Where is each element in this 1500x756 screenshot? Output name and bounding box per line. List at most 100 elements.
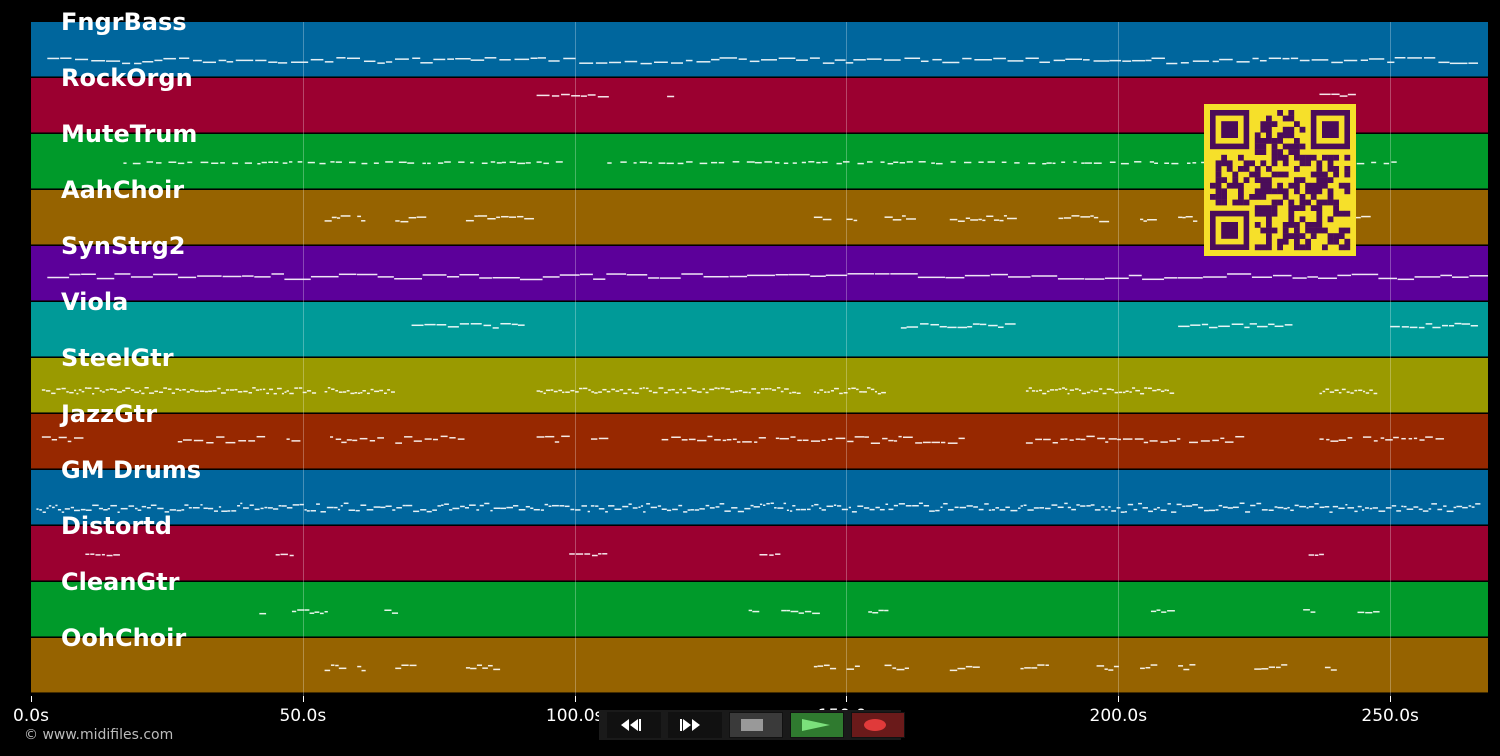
note-mark bbox=[255, 59, 267, 62]
track-label: JazzGtr bbox=[61, 400, 158, 428]
note-mark bbox=[696, 61, 711, 63]
note-mark bbox=[847, 273, 875, 275]
note-mark bbox=[1425, 323, 1433, 325]
track-jazzgtr[interactable]: JazzGtr bbox=[31, 400, 1488, 469]
note-mark bbox=[1437, 508, 1443, 511]
note-mark bbox=[853, 59, 866, 61]
note-mark bbox=[796, 392, 801, 394]
note-mark bbox=[73, 437, 84, 439]
note-mark bbox=[284, 278, 311, 281]
note-mark bbox=[709, 388, 715, 391]
note-mark bbox=[411, 324, 424, 327]
stop-button[interactable] bbox=[729, 712, 783, 738]
note-mark bbox=[297, 609, 305, 611]
note-mark bbox=[517, 215, 524, 218]
note-mark bbox=[459, 323, 469, 325]
note-mark bbox=[1187, 162, 1191, 164]
note-mark bbox=[1033, 507, 1039, 509]
note-mark bbox=[1468, 505, 1472, 507]
note-mark bbox=[648, 277, 660, 279]
track-oohchoir[interactable]: OohChoir bbox=[31, 624, 1488, 693]
note-mark bbox=[877, 392, 881, 395]
note-mark bbox=[736, 441, 741, 443]
track-steelgtr[interactable]: SteelGtr bbox=[31, 344, 1488, 413]
note-mark bbox=[679, 388, 682, 391]
note-mark bbox=[1046, 162, 1052, 164]
note-mark bbox=[92, 392, 95, 395]
note-mark bbox=[1185, 215, 1193, 218]
track-fngrbass[interactable]: FngrBass bbox=[31, 8, 1488, 77]
note-mark bbox=[464, 507, 470, 509]
note-mark bbox=[1222, 506, 1228, 508]
note-mark bbox=[999, 509, 1006, 511]
note-mark bbox=[1122, 391, 1126, 394]
note-mark bbox=[1027, 509, 1034, 511]
note-mark bbox=[1236, 61, 1250, 63]
note-mark bbox=[85, 553, 90, 556]
note-mark bbox=[1208, 326, 1218, 329]
note-mark bbox=[912, 505, 919, 507]
note-mark bbox=[1425, 436, 1433, 438]
note-mark bbox=[310, 510, 317, 512]
note-mark bbox=[823, 664, 830, 667]
note-mark bbox=[605, 511, 608, 513]
record-button[interactable] bbox=[851, 712, 905, 738]
note-mark bbox=[1161, 611, 1167, 613]
note-mark bbox=[705, 391, 709, 394]
track-gm-drums[interactable]: GM Drums bbox=[31, 456, 1488, 525]
note-mark bbox=[117, 511, 120, 513]
note-mark bbox=[500, 322, 511, 325]
track-cleangtr[interactable]: CleanGtr bbox=[31, 568, 1488, 637]
note-mark bbox=[1049, 389, 1055, 391]
note-mark bbox=[484, 502, 490, 505]
note-mark bbox=[1319, 553, 1324, 556]
note-mark bbox=[533, 508, 540, 511]
note-mark bbox=[1081, 392, 1086, 395]
play-button[interactable] bbox=[790, 712, 844, 738]
note-mark bbox=[1045, 507, 1051, 510]
note-mark bbox=[1143, 220, 1147, 222]
note-mark bbox=[231, 510, 237, 512]
note-mark bbox=[1144, 387, 1148, 389]
note-mark bbox=[1061, 161, 1066, 163]
note-mark bbox=[261, 161, 267, 164]
note-mark bbox=[1140, 667, 1145, 670]
fast-forward-button[interactable] bbox=[668, 712, 722, 738]
note-mark bbox=[888, 439, 894, 442]
note-mark bbox=[39, 509, 42, 511]
note-mark bbox=[122, 389, 126, 392]
note-mark bbox=[289, 392, 294, 395]
note-mark bbox=[142, 61, 154, 63]
note-mark bbox=[299, 503, 304, 506]
track-viola[interactable]: Viola bbox=[31, 288, 1488, 357]
note-mark bbox=[931, 441, 940, 444]
note-mark bbox=[252, 387, 256, 389]
note-mark bbox=[1470, 324, 1478, 327]
note-mark bbox=[84, 387, 88, 389]
qr-code[interactable] bbox=[1204, 104, 1356, 256]
note-mark bbox=[1116, 507, 1121, 509]
note-mark bbox=[1284, 324, 1293, 326]
note-mark bbox=[667, 95, 675, 98]
note-mark bbox=[422, 162, 426, 165]
note-mark bbox=[490, 509, 493, 512]
note-mark bbox=[1391, 161, 1397, 163]
note-mark bbox=[302, 391, 307, 394]
track-distortd[interactable]: Distortd bbox=[31, 512, 1488, 581]
note-mark bbox=[783, 162, 789, 165]
note-mark bbox=[848, 506, 851, 509]
note-mark bbox=[595, 505, 599, 507]
rewind-button[interactable] bbox=[607, 712, 661, 738]
note-mark bbox=[678, 504, 683, 507]
note-mark bbox=[42, 511, 46, 513]
note-mark bbox=[1169, 392, 1175, 394]
note-mark bbox=[1043, 438, 1051, 441]
note-mark bbox=[335, 390, 339, 392]
note-mark bbox=[1020, 505, 1023, 507]
note-mark bbox=[1250, 504, 1256, 507]
note-mark bbox=[1166, 62, 1178, 65]
note-lane bbox=[259, 609, 1380, 615]
note-mark bbox=[1468, 62, 1479, 64]
note-mark bbox=[377, 437, 385, 439]
note-mark bbox=[1064, 438, 1068, 440]
